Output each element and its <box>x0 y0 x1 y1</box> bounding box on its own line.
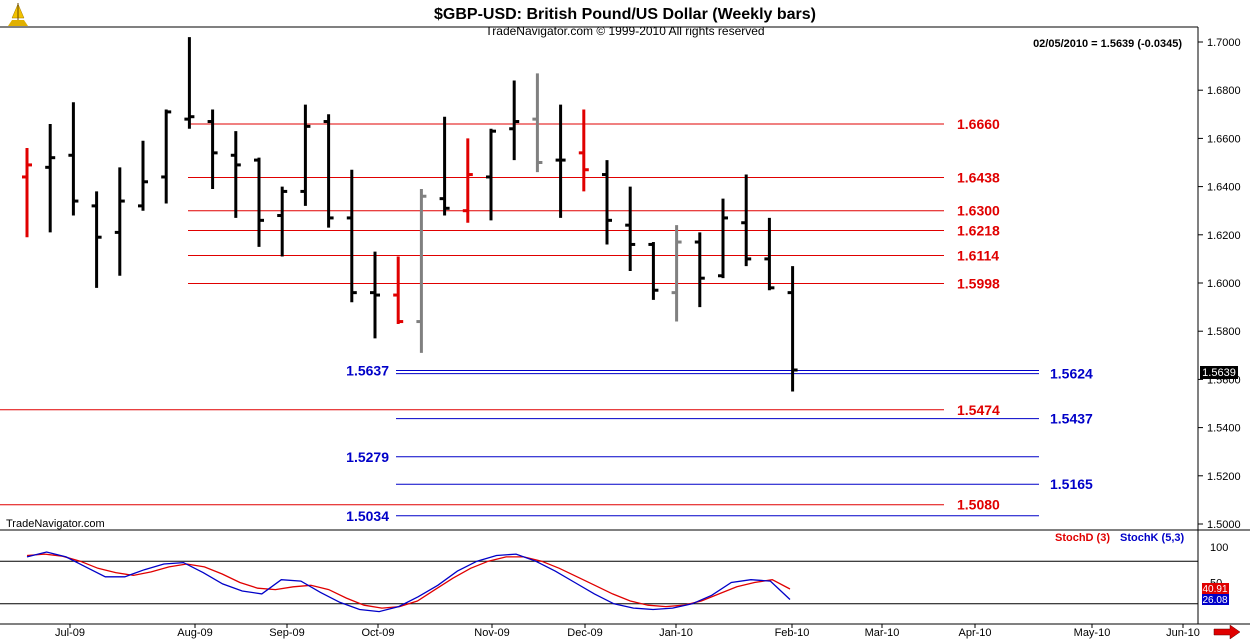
price-tick-label: 1.6000 <box>1207 278 1241 290</box>
date-tick-label: Dec-09 <box>567 627 602 639</box>
ohlc-bar <box>138 140 148 211</box>
level-label: 1.6300 <box>957 203 1000 219</box>
level-label: 1.6660 <box>957 116 1000 132</box>
date-tick-label: Aug-09 <box>177 627 212 639</box>
ohlc-bar <box>22 148 32 238</box>
ohlc-bar <box>323 114 334 228</box>
last-price-label: 1.5639 <box>1202 367 1236 379</box>
ohlc-bar <box>462 138 473 223</box>
ohlc-bar <box>671 225 682 322</box>
ohlc-bar <box>68 102 79 216</box>
price-tick-label: 1.5000 <box>1207 519 1241 531</box>
price-tick-label: 1.5400 <box>1207 423 1241 435</box>
stoch-last-label: 40.91 <box>1202 584 1227 595</box>
date-tick-label: Feb-10 <box>775 627 810 639</box>
price-tick-label: 1.7000 <box>1207 37 1241 49</box>
ohlc-bar <box>718 198 728 279</box>
stoch-line <box>26 553 791 609</box>
level-label: 1.5624 <box>1050 366 1093 382</box>
date-tick-label: Jul-09 <box>55 627 85 639</box>
price-tick-label: 1.6600 <box>1207 133 1241 145</box>
ohlc-bar <box>741 174 752 267</box>
level-label: 1.6218 <box>957 222 1000 238</box>
level-label: 1.5080 <box>957 497 1000 513</box>
ohlc-bar <box>230 131 241 218</box>
ohlc-bar <box>370 251 380 339</box>
level-label: 1.5637 <box>346 362 389 378</box>
price-tick-label: 1.6200 <box>1207 230 1241 242</box>
level-label: 1.5437 <box>1050 411 1093 427</box>
last-price-marker: 1.5639 <box>1200 366 1238 379</box>
date-tick-label: Mar-10 <box>865 627 900 639</box>
ohlc-bar <box>184 37 195 129</box>
watermark: TradeNavigator.com <box>6 518 105 530</box>
level-label: 1.6438 <box>957 169 1000 185</box>
ohlc-bar <box>486 128 496 221</box>
ohlc-bar <box>532 73 543 173</box>
date-tick-label: May-10 <box>1074 627 1111 639</box>
date-tick-label: Sep-09 <box>269 627 304 639</box>
price-tick-label: 1.6800 <box>1207 85 1241 97</box>
stoch-last-box <box>1202 583 1229 594</box>
ohlc-bar <box>161 109 172 204</box>
ohlc-bars <box>22 37 798 392</box>
scroll-right-arrow-icon[interactable] <box>1213 624 1241 640</box>
chart-subtitle: TradeNavigator.com © 1999-2010 All right… <box>485 24 764 38</box>
level-label: 1.5165 <box>1050 476 1093 492</box>
price-tick-label: 1.5800 <box>1207 326 1241 338</box>
ohlc-bar <box>694 232 705 308</box>
ohlc-bar <box>602 160 612 245</box>
ohlc-bar <box>254 157 264 247</box>
ohlc-bar <box>764 217 775 291</box>
ohlc-bar <box>416 189 427 353</box>
ohlc-bar <box>346 169 357 303</box>
ohlc-bar <box>393 256 404 324</box>
level-label: 1.5279 <box>346 449 389 465</box>
support-resistance-levels: 1.6660 1.6438 1.6300 1.6218 1.6114 1.5998 1.54… <box>0 116 1093 524</box>
ohlc-bar <box>207 109 218 190</box>
ohlc-bar <box>277 186 288 257</box>
ohlc-bar <box>300 104 311 206</box>
stoch-d-legend: StochD (3) <box>1055 532 1110 544</box>
level-label: 1.5034 <box>346 508 389 524</box>
level-label: 1.5474 <box>957 402 1000 418</box>
ohlc-bar <box>625 186 636 271</box>
ohlc-bar <box>578 109 589 192</box>
level-label: 1.5998 <box>957 275 1000 291</box>
price-tick-label: 1.6400 <box>1207 182 1241 194</box>
ohlc-bar <box>45 123 56 233</box>
stoch-tick-label: 100 <box>1210 542 1228 554</box>
stoch-last-label: 26.08 <box>1202 595 1227 606</box>
ohlc-bar <box>91 191 102 288</box>
ohlc-bar <box>439 116 450 216</box>
ohlc-bar <box>648 242 659 300</box>
ohlc-bar <box>114 167 125 276</box>
date-tick-label: Apr-10 <box>958 627 991 639</box>
date-axis: Jul-09 Aug-09 Sep-09 Oct-09 Nov-09 Dec-09 Jan-… <box>55 624 1200 639</box>
ohlc-bar <box>509 80 520 161</box>
date-tick-label: Oct-09 <box>361 627 394 639</box>
stoch-k-legend: StochK (5,3) <box>1120 532 1185 544</box>
trade-navigator-logo-icon <box>8 3 28 26</box>
chart-title: $GBP-USD: British Pound/US Dollar (Weekl… <box>434 6 816 23</box>
level-label: 1.6114 <box>957 248 999 264</box>
stoch-last-box <box>1202 594 1229 605</box>
date-tick-label: Jan-10 <box>659 627 693 639</box>
last-price-info: 02/05/2010 = 1.5639 (-0.0345) <box>1033 38 1182 50</box>
stoch-line <box>26 551 791 613</box>
date-tick-label: Jun-10 <box>1166 627 1200 639</box>
ohlc-bar <box>555 104 566 218</box>
price-tick-label: 1.5200 <box>1207 471 1241 483</box>
date-tick-label: Nov-09 <box>474 627 509 639</box>
ohlc-bar <box>787 266 798 392</box>
